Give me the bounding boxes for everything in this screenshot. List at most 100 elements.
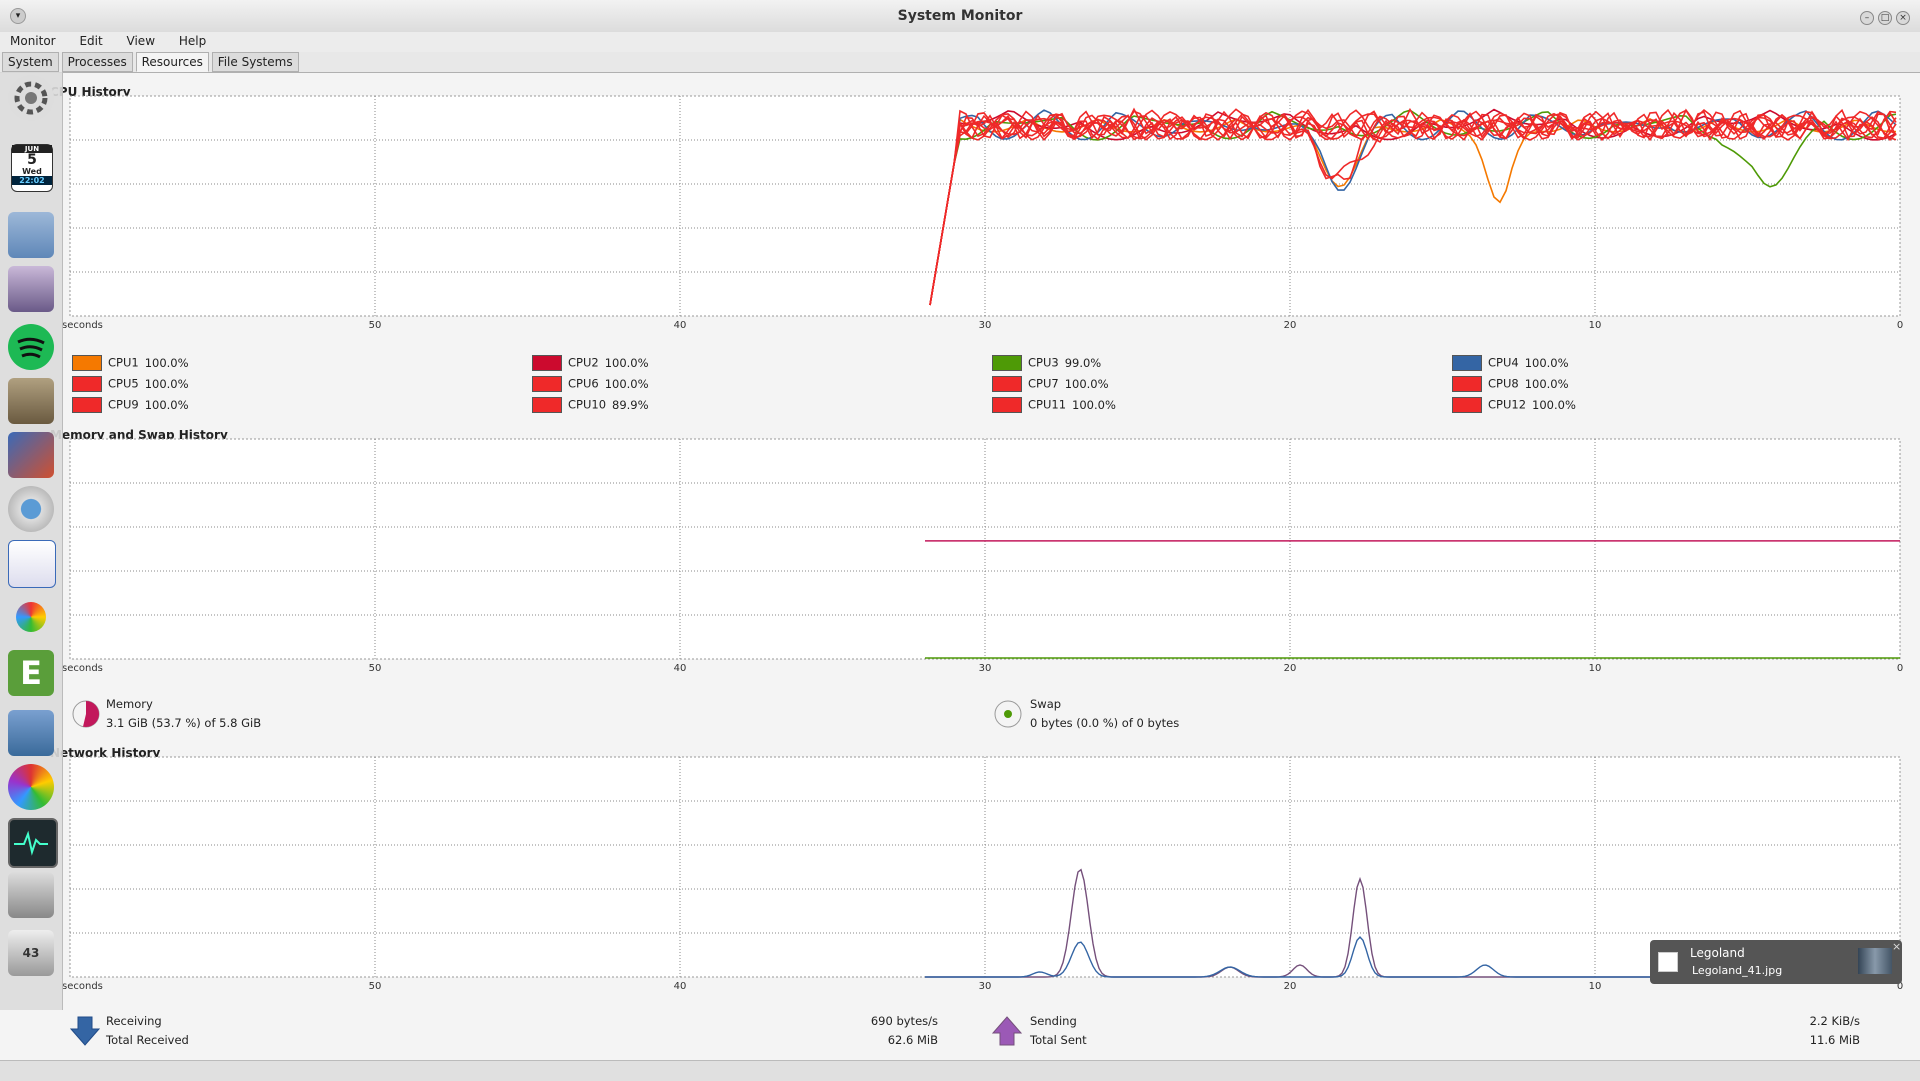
cpu-name: CPU9 <box>108 397 139 412</box>
writer-document-icon[interactable] <box>8 540 56 588</box>
net-tick-50: 50 <box>369 981 382 990</box>
cpu-name: CPU2 <box>568 355 599 370</box>
cpu-tick-20: 20 <box>1284 320 1297 329</box>
swap-label: Swap <box>1030 697 1062 711</box>
cpu-color-swatch[interactable] <box>72 397 102 413</box>
archive-manager-icon[interactable] <box>8 266 54 312</box>
swap-value: 0 bytes (0.0 %) of 0 bytes <box>1030 716 1180 730</box>
notification-popup[interactable]: Legoland Legoland_41.jpg × <box>1650 940 1902 984</box>
cpu-value: 100.0% <box>1524 355 1569 370</box>
net-tick-10: 10 <box>1589 981 1602 990</box>
tab-file-systems[interactable]: File Systems <box>211 52 299 72</box>
cpu-line-CPU3 <box>929 109 1897 306</box>
cpu-name: CPU11 <box>1028 397 1067 412</box>
status-bar <box>0 1060 1920 1081</box>
total-sent-label: Total Sent <box>1030 1033 1087 1047</box>
receiving-value: 690 bytes/s <box>870 1014 938 1028</box>
cpu-value: 89.9% <box>612 397 649 412</box>
system-settings-icon[interactable] <box>8 75 54 121</box>
cpu-value: 100.0% <box>1072 397 1116 412</box>
home-folder-icon[interactable] <box>8 710 54 756</box>
cpu-color-swatch[interactable] <box>1452 397 1482 413</box>
cpu-value: 100.0% <box>1064 376 1109 391</box>
net-tick-20: 20 <box>1284 981 1297 990</box>
cpu-color-swatch[interactable] <box>532 376 562 392</box>
menu-monitor[interactable]: Monitor <box>10 34 56 48</box>
network-history-graph: seconds 50 40 30 20 10 0 <box>62 756 1903 990</box>
memory-value: 3.1 GiB (53.7 %) of 5.8 GiB <box>106 716 262 730</box>
maximize-icon[interactable]: □ <box>1878 11 1892 25</box>
cpu-color-swatch[interactable] <box>992 376 1022 392</box>
cpu-name: CPU8 <box>1488 376 1519 391</box>
menu-edit[interactable]: Edit <box>79 34 103 48</box>
drawing-app-icon[interactable] <box>8 432 54 478</box>
calendar-weekday: Wed <box>22 167 42 176</box>
cpu-tick-30: 30 <box>979 320 992 329</box>
system-monitor-icon[interactable] <box>8 818 58 868</box>
cpu-color-swatch[interactable] <box>1452 376 1482 392</box>
mem-tick-20: 20 <box>1284 663 1297 672</box>
cpu-line-CPU12 <box>929 110 1897 306</box>
trash-icon[interactable]: 43 <box>8 930 54 976</box>
files-folder-icon[interactable] <box>8 212 54 258</box>
net-tick-0: 0 <box>1897 981 1903 990</box>
cpu-legend-item-cpu7: CPU7 100.0% <box>992 376 1109 392</box>
tab-system[interactable]: System <box>2 52 59 72</box>
title-bar: ▾ System Monitor – □ × <box>0 0 1920 33</box>
picasa-icon[interactable] <box>8 764 54 810</box>
calendar-icon[interactable]: JUN 5 Wed 22:02 <box>11 144 53 192</box>
net-tick-seconds: seconds <box>62 981 103 990</box>
notification-close-icon[interactable]: × <box>1892 940 1902 953</box>
launcher-dock: JUN 5 Wed 22:02 E 43 <box>0 72 63 1010</box>
notification-thumbnail <box>1858 948 1892 974</box>
window-menu-icon[interactable]: ▾ <box>10 8 26 24</box>
cpu-color-swatch[interactable] <box>992 355 1022 371</box>
tab-processes[interactable]: Processes <box>61 52 133 72</box>
cpu-value: 100.0% <box>1532 397 1576 412</box>
mem-tick-40: 40 <box>674 663 687 672</box>
sending-arrow-icon <box>992 1016 1022 1046</box>
close-icon[interactable]: × <box>1896 11 1910 25</box>
cpu-name: CPU12 <box>1488 397 1527 412</box>
camera-icon[interactable] <box>8 872 54 918</box>
net-tick-40: 40 <box>674 981 687 990</box>
cpu-color-swatch[interactable] <box>532 397 562 413</box>
cpu-legend-item-cpu12: CPU12 100.0% <box>1452 397 1576 413</box>
cpu-name: CPU7 <box>1028 376 1059 391</box>
cpu-color-swatch[interactable] <box>992 397 1022 413</box>
minimize-icon[interactable]: – <box>1860 11 1874 25</box>
notification-file: Legoland_41.jpg <box>1692 964 1783 977</box>
memory-label: Memory <box>106 697 153 711</box>
cpu-legend-item-cpu8: CPU8 100.0% <box>1452 376 1569 392</box>
image-file-icon <box>1658 952 1678 972</box>
resources-panel: CPU History seconds 50 40 30 20 10 0 CPU1 100.0… <box>0 72 1920 1061</box>
evernote-icon[interactable]: E <box>8 650 54 696</box>
cpu-legend-item-cpu4: CPU4 100.0% <box>1452 355 1569 371</box>
net-tick-30: 30 <box>979 981 992 990</box>
cpu-name: CPU1 <box>108 355 139 370</box>
cpu-color-swatch[interactable] <box>532 355 562 371</box>
cpu-color-swatch[interactable] <box>1452 355 1482 371</box>
cpu-legend-item-cpu9: CPU9 100.0% <box>72 397 189 413</box>
cpu-color-swatch[interactable] <box>72 355 102 371</box>
cpu-value: 100.0% <box>144 355 189 370</box>
chromium-icon[interactable] <box>8 486 54 532</box>
calendar-time: 22:02 <box>12 176 52 185</box>
memory-history-graph: seconds 50 40 30 20 10 0 <box>62 438 1903 672</box>
cpu-legend-item-cpu3: CPU3 99.0% <box>992 355 1101 371</box>
tab-resources[interactable]: Resources <box>135 52 209 72</box>
menu-view[interactable]: View <box>126 34 156 48</box>
cpu-name: CPU5 <box>108 376 139 391</box>
mem-tick-seconds: seconds <box>62 663 103 672</box>
total-received-value: 62.6 MiB <box>887 1033 938 1047</box>
cpu-tick-seconds: seconds <box>62 320 103 329</box>
gimp-icon[interactable] <box>8 378 54 424</box>
menu-bar: Monitor Edit View Help <box>0 32 1920 52</box>
swap-pie-icon <box>994 700 1022 728</box>
color-picker-icon[interactable] <box>16 602 46 632</box>
menu-help[interactable]: Help <box>178 34 207 48</box>
spotify-icon[interactable] <box>8 324 54 370</box>
cpu-color-swatch[interactable] <box>72 376 102 392</box>
cpu-value: 100.0% <box>604 376 649 391</box>
window-title: System Monitor <box>897 8 1023 24</box>
